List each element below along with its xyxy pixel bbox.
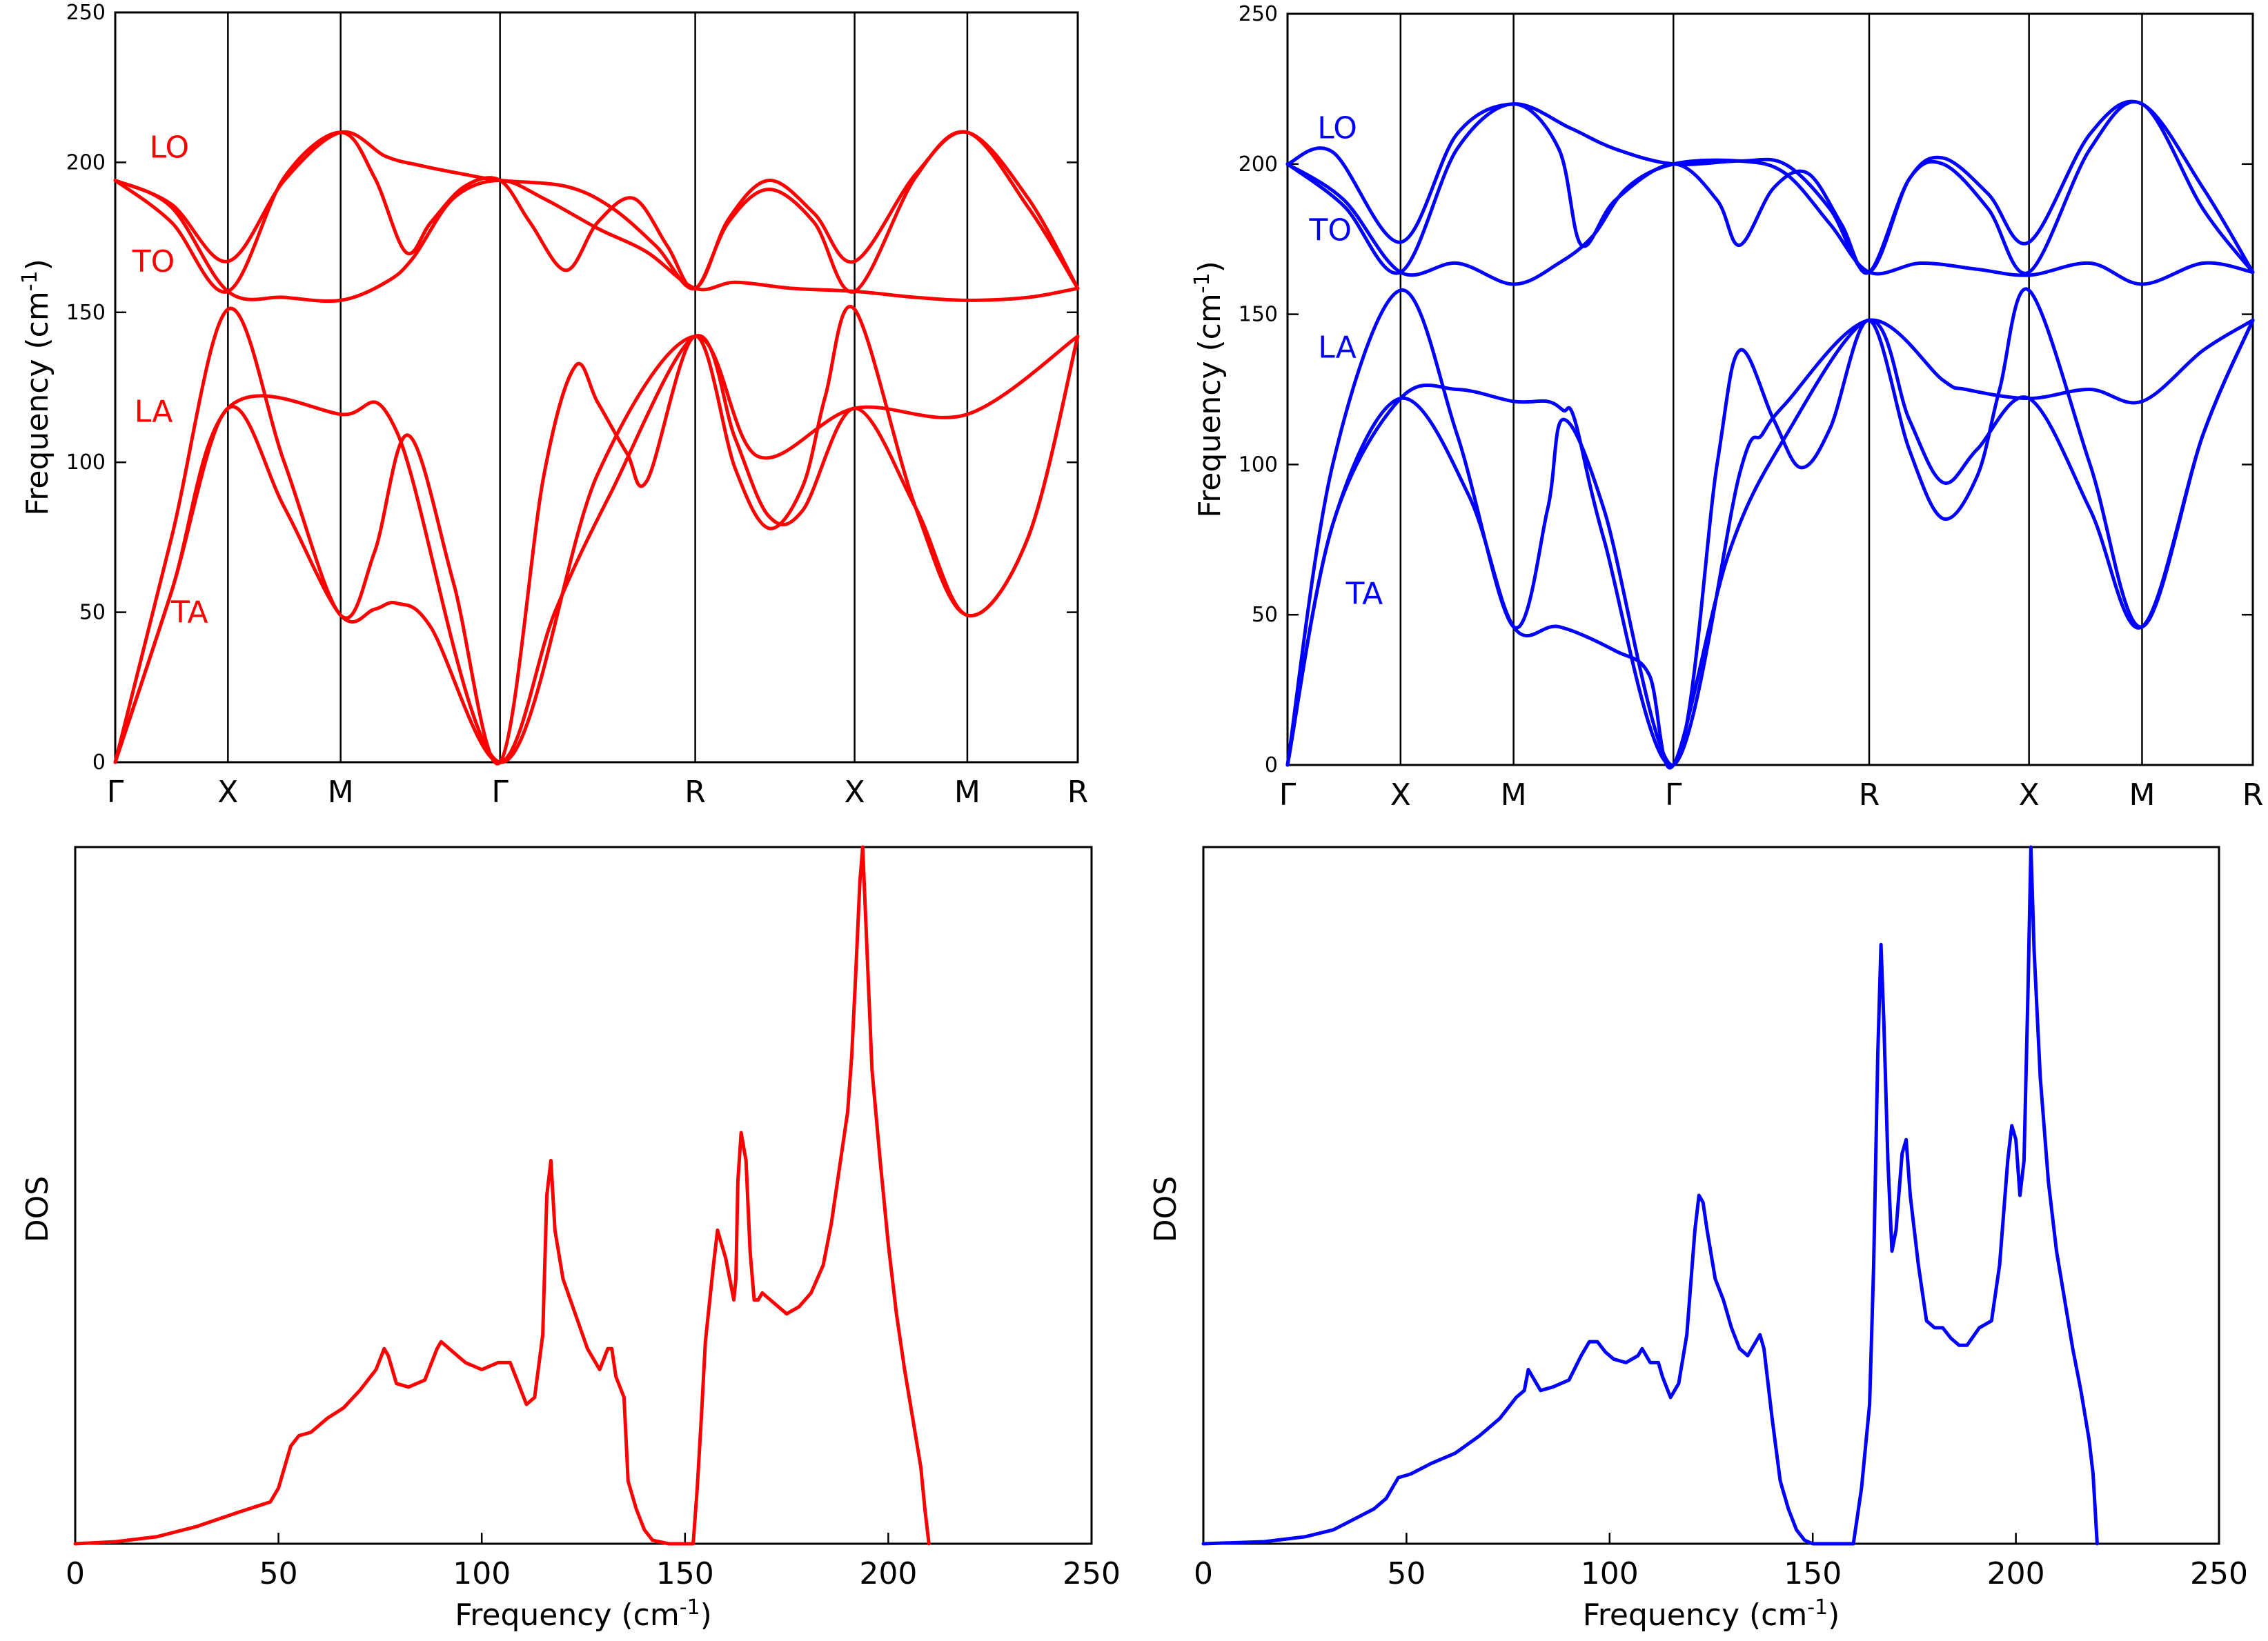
x-tick-label: 200 bbox=[859, 1556, 917, 1591]
dos-curve bbox=[1201, 845, 2099, 1546]
y-axis-label-close: ) bbox=[20, 259, 55, 270]
y-axis-label: DOS bbox=[1148, 1176, 1183, 1242]
dispersion-branch bbox=[1285, 158, 2255, 286]
x-axis-label: Frequency (cm-1) bbox=[1583, 1595, 1840, 1633]
y-tick-label: 50 bbox=[79, 601, 106, 625]
dispersion-branch bbox=[1285, 287, 2255, 767]
x-axis-label-main: Frequency (cm bbox=[455, 1598, 680, 1633]
dispersion-branch bbox=[1285, 318, 2255, 770]
kpoint-label: X bbox=[2019, 777, 2040, 813]
branch-label: LO bbox=[150, 130, 190, 166]
kpoint-label: Γ bbox=[1665, 777, 1682, 813]
dispersion-branch bbox=[1285, 100, 2255, 275]
x-tick-label: 0 bbox=[1194, 1556, 1213, 1591]
x-axis-label-sup: -1 bbox=[1807, 1595, 1828, 1620]
branch-label: TO bbox=[1308, 213, 1352, 248]
x-tick-label: 100 bbox=[1581, 1556, 1639, 1591]
x-tick-label: 250 bbox=[2190, 1556, 2248, 1591]
y-axis-label-sup: -1 bbox=[1190, 272, 1214, 293]
x-tick-label: 150 bbox=[1784, 1556, 1842, 1591]
y-axis-label-main: Frequency (cm bbox=[20, 291, 55, 516]
y-axis-label-close: ) bbox=[1192, 261, 1227, 272]
y-tick-label: 200 bbox=[66, 150, 106, 175]
kpoint-label: R bbox=[1067, 775, 1089, 810]
kpoint-label: R bbox=[1859, 777, 1880, 813]
branch-label: TO bbox=[132, 244, 175, 279]
kpoint-label: Γ bbox=[491, 775, 509, 810]
dispersion-branch bbox=[113, 130, 1080, 290]
x-tick-label: 100 bbox=[453, 1556, 511, 1591]
branch-label: LA bbox=[135, 394, 173, 429]
dos-plot-left: 0 50 100 150 200 250 Frequency (cm-1) DOS bbox=[20, 845, 1121, 1633]
x-tick-label: 0 bbox=[66, 1556, 85, 1591]
dispersion-branch bbox=[1285, 99, 2255, 275]
kpoint-label: R bbox=[684, 775, 706, 810]
x-axis-label-close: ) bbox=[1828, 1598, 1840, 1633]
plot-frame bbox=[74, 846, 1093, 1545]
kpoint-label: M bbox=[954, 775, 980, 810]
dispersion-branch bbox=[1285, 318, 2255, 767]
x-tick-label: 50 bbox=[1387, 1556, 1426, 1591]
plot-frame bbox=[1202, 846, 2220, 1545]
dispersion-plot-right: Γ X M Γ R X M R 0 50 100 150 200 250 Frequency (cm-1) L… bbox=[1190, 2, 2263, 813]
dos-curve bbox=[73, 845, 931, 1546]
y-tick-label: 0 bbox=[92, 750, 106, 775]
y-tick-label: 50 bbox=[1252, 603, 1278, 627]
dispersion-plot-left: Γ X M Γ R X M R 0 50 100 150 200 250 Frequency (cm-1) L… bbox=[18, 1, 1088, 810]
y-axis-label-main: Frequency (cm bbox=[1192, 293, 1227, 518]
plot-frame bbox=[1286, 12, 2254, 766]
branch-label: LA bbox=[1318, 330, 1357, 366]
y-tick-label: 100 bbox=[66, 450, 106, 475]
y-axis-label: Frequency (cm-1) bbox=[1190, 261, 1227, 518]
plot-frame bbox=[114, 11, 1079, 764]
y-tick-label: 150 bbox=[1239, 303, 1278, 327]
y-tick-label: 250 bbox=[66, 1, 106, 25]
x-tick-label: 150 bbox=[656, 1556, 714, 1591]
kpoint-label: X bbox=[1390, 777, 1411, 813]
x-tick-label: 50 bbox=[259, 1556, 298, 1591]
branch-label: TA bbox=[1345, 577, 1383, 612]
kpoint-label: R bbox=[2242, 777, 2264, 813]
y-tick-label: 200 bbox=[1239, 152, 1278, 177]
x-axis-label-sup: -1 bbox=[680, 1595, 700, 1620]
x-tick-label: 250 bbox=[1063, 1556, 1121, 1591]
dispersion-branch bbox=[113, 130, 1080, 294]
x-axis-label-main: Frequency (cm bbox=[1583, 1598, 1808, 1633]
y-tick-label: 150 bbox=[66, 301, 106, 325]
y-axis-label: DOS bbox=[20, 1176, 55, 1242]
x-axis-label: Frequency (cm-1) bbox=[455, 1595, 712, 1633]
y-axis-label-sup: -1 bbox=[18, 270, 42, 291]
y-tick-label: 100 bbox=[1239, 452, 1278, 477]
y-axis-label: Frequency (cm-1) bbox=[18, 259, 55, 516]
dispersion-branch bbox=[113, 305, 1080, 766]
branch-label: LO bbox=[1317, 111, 1357, 146]
dos-plot-right: 0 50 100 150 200 250 Frequency (cm-1) DOS bbox=[1148, 845, 2248, 1633]
x-tick-label: 200 bbox=[1987, 1556, 2045, 1591]
kpoint-label: M bbox=[2129, 777, 2155, 813]
branch-label: TA bbox=[170, 595, 208, 630]
kpoint-label: X bbox=[217, 775, 238, 810]
kpoint-label: Γ bbox=[1279, 777, 1296, 813]
x-axis-label-close: ) bbox=[700, 1598, 712, 1633]
kpoint-label: Γ bbox=[107, 775, 124, 810]
y-tick-label: 0 bbox=[1265, 753, 1278, 777]
kpoint-label: M bbox=[328, 775, 354, 810]
kpoint-label: X bbox=[844, 775, 865, 810]
kpoint-label: M bbox=[1501, 777, 1527, 813]
y-tick-label: 250 bbox=[1239, 2, 1278, 26]
dispersion-branch bbox=[113, 179, 1080, 304]
